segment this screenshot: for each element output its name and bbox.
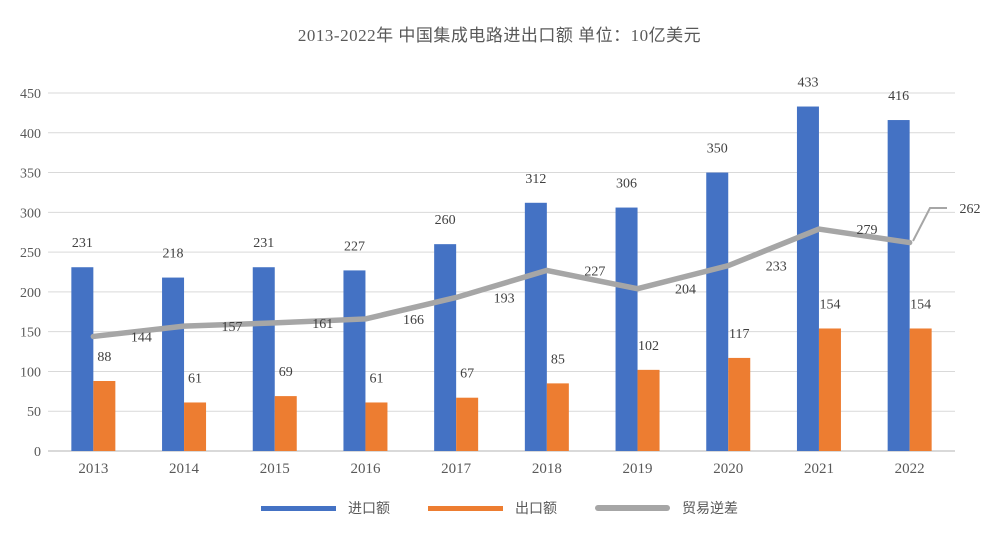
data-label-出口额-2014: 61 bbox=[188, 371, 202, 386]
data-label-进口额-2022: 416 bbox=[888, 89, 909, 104]
bar-出口额-2015 bbox=[274, 396, 297, 451]
bar-出口额-2019 bbox=[637, 369, 660, 451]
data-label-进口额-2021: 433 bbox=[797, 76, 818, 91]
bar-出口额-2021 bbox=[818, 328, 841, 451]
y-axis-tick-label: 50 bbox=[27, 405, 41, 420]
legend-swatch-icon bbox=[428, 505, 503, 511]
x-axis-tick-label: 2018 bbox=[532, 461, 562, 477]
legend-label: 出口额 bbox=[515, 502, 557, 517]
y-axis-tick-label: 450 bbox=[20, 87, 41, 102]
y-axis-tick-label: 400 bbox=[20, 127, 41, 142]
bar-进口额-2018 bbox=[524, 202, 547, 451]
chart-title: 2013-2022年 中国集成电路进出口额 单位：10亿美元 bbox=[297, 26, 702, 45]
bar-出口额-2022 bbox=[909, 328, 932, 451]
bar-进口额-2022 bbox=[887, 120, 910, 451]
data-label-进口额-2018: 312 bbox=[525, 172, 546, 187]
x-axis-tick-label: 2013 bbox=[78, 461, 108, 477]
bar-出口额-2016 bbox=[365, 402, 388, 451]
legend-item-进口额: 进口额 bbox=[261, 498, 390, 518]
data-label-贸易逆差-2013: 144 bbox=[131, 330, 152, 345]
line-series-贸易逆差 bbox=[90, 226, 913, 340]
bar-出口额-2018 bbox=[546, 383, 569, 451]
y-axis-tick-label: 250 bbox=[20, 246, 41, 261]
y-axis-tick-label: 100 bbox=[20, 365, 41, 380]
data-label-贸易逆差-2014: 157 bbox=[222, 320, 243, 335]
bar-出口额-2017 bbox=[456, 397, 479, 451]
legend: 进口额 出口额 贸易逆差 bbox=[0, 498, 999, 518]
data-label-进口额-2019: 306 bbox=[616, 177, 637, 192]
y-axis-tick-label: 350 bbox=[20, 167, 41, 182]
data-label-贸易逆差-2019: 204 bbox=[675, 283, 696, 298]
legend-swatch-icon bbox=[595, 505, 670, 511]
x-axis-tick-label: 2020 bbox=[713, 461, 743, 477]
bar-进口额-2014 bbox=[162, 277, 185, 451]
data-label-贸易逆差-2020: 233 bbox=[766, 260, 787, 275]
data-label-贸易逆差-2018: 227 bbox=[584, 264, 605, 279]
bar-出口额-2014 bbox=[184, 402, 207, 451]
data-label-出口额-2022: 154 bbox=[910, 297, 931, 312]
data-label-贸易逆差-2021: 279 bbox=[856, 223, 877, 238]
data-label-出口额-2015: 69 bbox=[279, 365, 293, 380]
data-label-出口额-2021: 154 bbox=[819, 297, 840, 312]
data-label-进口额-2020: 350 bbox=[707, 142, 728, 157]
x-axis-tick-label: 2015 bbox=[260, 461, 290, 477]
data-label-出口额-2018: 85 bbox=[551, 352, 565, 367]
legend-item-出口额: 出口额 bbox=[428, 498, 557, 518]
bar-进口额-2019 bbox=[615, 207, 638, 451]
data-label-进口额-2015: 231 bbox=[253, 236, 274, 251]
data-label-出口额-2016: 61 bbox=[369, 371, 383, 386]
x-axis-tick-label: 2019 bbox=[623, 461, 653, 477]
x-axis-tick-label: 2017 bbox=[441, 461, 472, 477]
bar-出口额-2020 bbox=[728, 357, 751, 451]
x-axis-tick-label: 2014 bbox=[169, 461, 200, 477]
bar-进口额-2017 bbox=[434, 244, 457, 451]
data-label-出口额-2020: 117 bbox=[729, 327, 749, 342]
data-label-贸易逆差-2015: 161 bbox=[312, 317, 333, 332]
bar-进口额-2021 bbox=[796, 106, 819, 451]
data-label-出口额-2017: 67 bbox=[460, 367, 474, 382]
legend-label: 贸易逆差 bbox=[682, 502, 738, 517]
data-label-贸易逆差-2016: 166 bbox=[403, 313, 424, 328]
data-label-出口额-2013: 88 bbox=[97, 350, 111, 365]
data-label-贸易逆差-2022: 262 bbox=[960, 202, 981, 217]
legend-item-贸易逆差: 贸易逆差 bbox=[595, 498, 738, 518]
data-label-进口额-2016: 227 bbox=[344, 239, 365, 254]
y-axis-tick-label: 300 bbox=[20, 206, 41, 221]
legend-label: 进口额 bbox=[348, 502, 390, 517]
data-label-进口额-2017: 260 bbox=[435, 213, 456, 228]
data-label-进口额-2013: 231 bbox=[72, 236, 93, 251]
y-axis-tick-label: 0 bbox=[34, 445, 41, 460]
bar-出口额-2013 bbox=[93, 380, 116, 451]
y-axis-tick-label: 150 bbox=[20, 326, 41, 341]
bar-进口额-2020 bbox=[706, 172, 729, 452]
x-axis-tick-label: 2022 bbox=[895, 461, 925, 477]
data-label-出口额-2019: 102 bbox=[638, 339, 659, 354]
leader-line bbox=[912, 207, 947, 242]
bar-进口额-2016 bbox=[343, 270, 366, 451]
data-label-贸易逆差-2017: 193 bbox=[494, 291, 515, 306]
legend-swatch-icon bbox=[261, 505, 336, 511]
bar-进口额-2013 bbox=[71, 267, 94, 451]
x-axis-tick-label: 2016 bbox=[350, 461, 381, 477]
x-axis-tick-label: 2021 bbox=[804, 461, 834, 477]
y-axis-tick-label: 200 bbox=[20, 286, 41, 301]
bar-进口额-2015 bbox=[252, 267, 275, 451]
data-label-进口额-2014: 218 bbox=[163, 247, 184, 262]
